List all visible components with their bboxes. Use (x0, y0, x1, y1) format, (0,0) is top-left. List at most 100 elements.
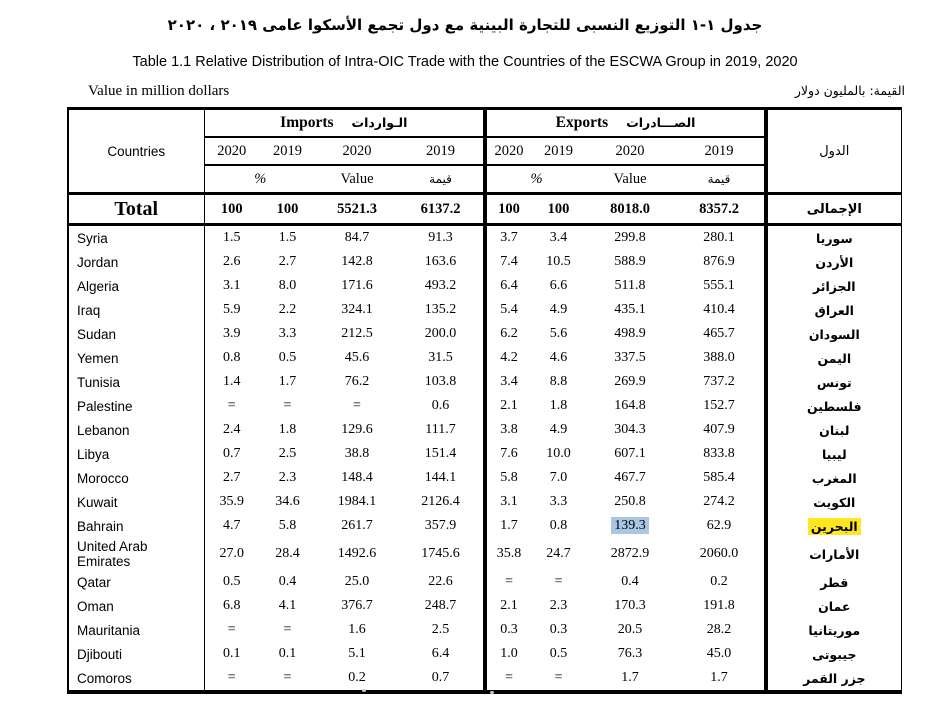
country-name-ar: البحرين (764, 514, 902, 538)
table-row: Lebanon 2.4 1.8 129.6 111.7 3.8 4.9 304.3 407.9 ل… (68, 418, 902, 442)
table-row: Tunisia 1.4 1.7 76.2 103.8 3.4 8.8 269.9 737.2 تو… (68, 370, 902, 394)
country-name-ar: ليبيا (764, 442, 902, 466)
country-name-ar: الأردن (764, 250, 902, 274)
table-title-english: Table 1.1 Relative Distribution of Intra… (132, 54, 798, 70)
cell-imports: 5.9 (223, 302, 241, 317)
year-header: 2020 (204, 137, 259, 166)
cell-exports: 2.1 (483, 394, 532, 418)
cell-imports: = (227, 622, 236, 637)
country-name-ar: سوريا (764, 224, 902, 250)
country-name-ar: تونس (764, 370, 902, 394)
value-header-ar: قيمة (398, 165, 486, 195)
cell-imports: 76.2 (344, 374, 370, 389)
cell-imports: 0.6 (431, 398, 450, 413)
cell-exports: 45.0 (706, 646, 732, 661)
cell-imports: = (283, 622, 292, 637)
cell-exports: 2.1 (483, 594, 532, 618)
cell-exports: 10.0 (546, 446, 571, 461)
cell-imports: 2126.4 (421, 494, 460, 509)
country-name-en: Mauritania (68, 618, 205, 642)
country-name-ar: قطر (764, 570, 902, 594)
cell-imports: 45.6 (344, 350, 370, 365)
cell-imports: 31.5 (428, 350, 453, 365)
country-name-en: Syria (68, 224, 205, 250)
cell-exports: 2.3 (549, 598, 568, 613)
cell-imports: 2.7 (223, 470, 241, 485)
cell-exports: 35.8 (483, 538, 532, 570)
table-row: Djibouti 0.1 0.1 5.1 6.4 1.0 0.5 76.3 45.0 جيبوتى (68, 642, 902, 666)
table-row: Comoros = = 0.2 0.7 = = 1.7 1.7 جزر القمر (68, 666, 902, 692)
highlighted-value: 139.3 (611, 517, 649, 534)
year-header: 2020 (483, 137, 532, 166)
table-row: Jordan 2.6 2.7 142.8 163.6 7.4 10.5 588.9 876.9 ا… (68, 250, 902, 274)
cell-exports: 467.7 (614, 470, 646, 485)
cell-imports: 2.3 (278, 470, 297, 485)
table-row: Morocco 2.7 2.3 148.4 144.1 5.8 7.0 467.7 585.4 ا… (68, 466, 902, 490)
year-header: 2019 (674, 137, 767, 166)
cell-exports: 3.7 (483, 224, 532, 250)
country-name-en: Lebanon (68, 418, 205, 442)
country-name-ar: الكويت (764, 490, 902, 514)
cell-imports: 0.1 (278, 646, 297, 661)
cell-imports: 91.3 (428, 230, 453, 245)
exports-label-ar: الصـــادرات (626, 115, 696, 130)
total-cell: 5521.3 (316, 193, 398, 226)
cell-exports: 0.3 (549, 622, 568, 637)
country-name-ar: جزر القمر (764, 666, 902, 692)
country-name-en: Qatar (68, 570, 205, 594)
cell-imports: 376.7 (341, 598, 373, 613)
cell-exports: 20.5 (617, 622, 643, 637)
cell-exports: 10.5 (546, 254, 571, 269)
cell-exports: 4.2 (483, 346, 532, 370)
cell-imports: = (353, 398, 361, 413)
header-row-units: % Value قيمة % Value قيمة (68, 165, 901, 195)
cell-exports: 0.4 (621, 574, 639, 589)
scan-artifact-dot (490, 691, 494, 694)
cell-imports: 1492.6 (337, 546, 377, 561)
cell-imports: 0.7 (431, 670, 450, 685)
table-row: Mauritania = = 1.6 2.5 0.3 0.3 20.5 28.2 موريتاني… (68, 618, 902, 642)
cell-exports: 4.9 (549, 422, 568, 437)
table-row: Kuwait 35.9 34.6 1984.1 2126.4 3.1 3.3 250.8 274… (68, 490, 902, 514)
cell-exports: 7.0 (549, 470, 568, 485)
cell-imports: 2.4 (223, 422, 241, 437)
cell-exports: = (554, 670, 563, 685)
table-row: Palestine = = = 0.6 2.1 1.8 164.8 152.7 فلسطين (68, 394, 902, 418)
cell-exports: 1.7 (483, 514, 532, 538)
cell-exports: 388.0 (703, 350, 735, 365)
cell-exports: 337.5 (614, 350, 646, 365)
cell-exports: 1.8 (549, 398, 568, 413)
cell-exports: 3.8 (483, 418, 532, 442)
country-name-ar: فلسطين (764, 394, 902, 418)
cell-imports: 8.0 (278, 278, 297, 293)
cell-imports: 129.6 (341, 422, 373, 437)
cell-imports: 3.1 (223, 278, 241, 293)
table-row: Libya 0.7 2.5 38.8 151.4 7.6 10.0 607.1 833.8 ليب… (68, 442, 902, 466)
cell-imports: 38.8 (344, 446, 370, 461)
cell-exports: 7.4 (483, 250, 532, 274)
cell-imports: 171.6 (341, 278, 373, 293)
country-name-en: Djibouti (68, 642, 205, 666)
table-row: Iraq 5.9 2.2 324.1 135.2 5.4 4.9 435.1 410.4 العر… (68, 298, 902, 322)
total-cell: 100 (483, 193, 532, 226)
cell-exports: 498.9 (614, 326, 646, 341)
cell-imports: = (283, 398, 292, 413)
exports-section-header: Exports الصـــادرات (483, 108, 767, 138)
country-name-ar: عمان (764, 594, 902, 618)
table-row: Syria 1.5 1.5 84.7 91.3 3.7 3.4 299.8 280.1 سوريا (68, 224, 902, 250)
cell-exports: 588.9 (614, 254, 646, 269)
country-name-ar: لبنان (764, 418, 902, 442)
cell-imports: 0.4 (278, 574, 297, 589)
cell-imports: 1745.6 (421, 546, 460, 561)
table-title-arabic: جدول ١-١ التوزيع النسبى للتجارة البينية … (167, 16, 763, 34)
table-row: United Arab Emirates 27.0 28.4 1492.6 1745.6… (68, 538, 902, 570)
cell-exports: 3.4 (483, 370, 532, 394)
country-name-ar: موريتانيا (764, 618, 902, 642)
total-cell: 6137.2 (398, 193, 486, 226)
cell-imports: 4.7 (223, 518, 241, 533)
country-name-ar: السودان (764, 322, 902, 346)
year-header: 2019 (531, 137, 587, 166)
table-row: Algeria 3.1 8.0 171.6 493.2 6.4 6.6 511.8 555.1 ا… (68, 274, 902, 298)
imports-section-header: Imports الـواردات (204, 108, 486, 138)
cell-exports: 4.6 (549, 350, 568, 365)
